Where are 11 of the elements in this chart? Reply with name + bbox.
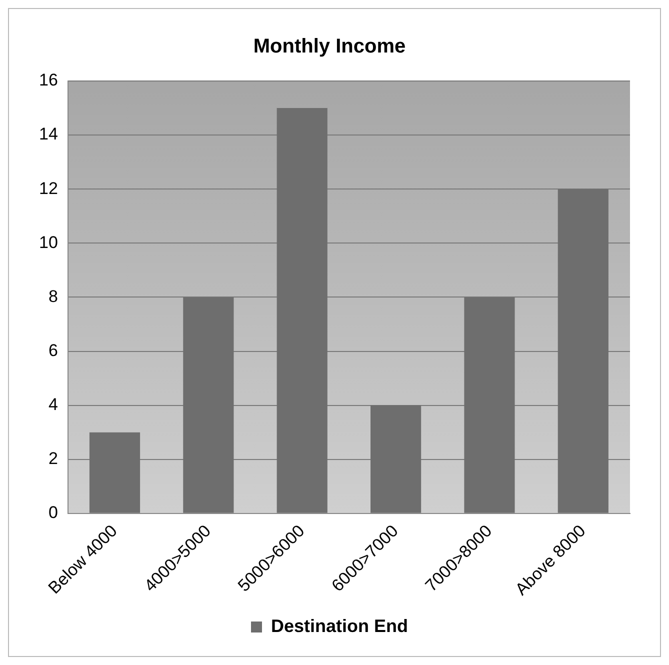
y-tick-label: 2 <box>48 449 58 468</box>
y-tick-label: 8 <box>48 286 58 306</box>
y-tick-label: 4 <box>48 394 58 414</box>
y-tick-label: 16 <box>38 70 58 90</box>
y-tick-label: 6 <box>48 340 58 360</box>
y-tick-label: 14 <box>38 124 58 144</box>
chart-title: Monthly Income <box>253 36 406 58</box>
y-tick-label: 10 <box>38 232 58 252</box>
y-tick-label: 0 <box>48 503 58 522</box>
legend-label: Destination End <box>271 616 408 636</box>
y-tick-label: 12 <box>38 178 58 198</box>
